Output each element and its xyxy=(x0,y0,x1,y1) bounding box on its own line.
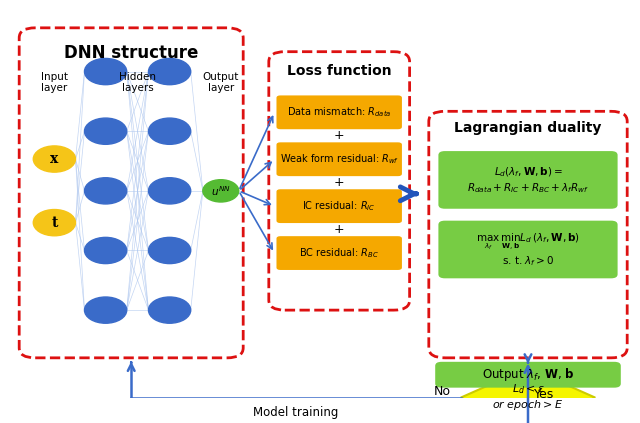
Circle shape xyxy=(84,58,127,85)
Text: Output $\lambda_f$, $\mathbf{W}$, $\mathbf{b}$: Output $\lambda_f$, $\mathbf{W}$, $\math… xyxy=(482,366,574,383)
Text: +: + xyxy=(334,223,344,236)
FancyBboxPatch shape xyxy=(276,236,402,270)
FancyBboxPatch shape xyxy=(276,96,402,129)
Text: $\max_{\lambda_f}\, \min_{\mathbf{W},\mathbf{b}} L_d(\lambda_f, \mathbf{W}, \mat: $\max_{\lambda_f}\, \min_{\mathbf{W},\ma… xyxy=(476,231,580,268)
Circle shape xyxy=(148,58,191,85)
Text: Hidden
layers: Hidden layers xyxy=(119,71,156,93)
Text: BC residual: $R_{BC}$: BC residual: $R_{BC}$ xyxy=(300,246,379,260)
Circle shape xyxy=(148,178,191,204)
FancyBboxPatch shape xyxy=(276,189,402,223)
Text: No: No xyxy=(434,385,451,398)
Text: +: + xyxy=(334,176,344,189)
Circle shape xyxy=(84,118,127,144)
Circle shape xyxy=(33,146,76,172)
Text: $L_d(\lambda_f, \mathbf{W}, \mathbf{b}) =$
$R_{data} + R_{IC} + R_{BC} + \lambda: $L_d(\lambda_f, \mathbf{W}, \mathbf{b}) … xyxy=(467,165,589,195)
Circle shape xyxy=(148,237,191,264)
Text: Input
layer: Input layer xyxy=(41,71,68,93)
Circle shape xyxy=(84,178,127,204)
Text: DNN structure: DNN structure xyxy=(64,44,198,62)
Text: $L_d < \varepsilon$
or $epoch > E$: $L_d < \varepsilon$ or $epoch > E$ xyxy=(492,383,564,412)
Circle shape xyxy=(84,297,127,323)
FancyBboxPatch shape xyxy=(438,151,618,209)
Circle shape xyxy=(84,237,127,264)
Circle shape xyxy=(203,180,239,202)
Circle shape xyxy=(148,297,191,323)
FancyBboxPatch shape xyxy=(438,221,618,278)
Text: IC residual: $R_{IC}$: IC residual: $R_{IC}$ xyxy=(303,199,376,213)
Text: Yes: Yes xyxy=(534,388,555,401)
Text: x: x xyxy=(51,152,58,166)
FancyBboxPatch shape xyxy=(435,362,621,387)
Text: Weak form residual: $R_{wf}$: Weak form residual: $R_{wf}$ xyxy=(280,152,399,166)
Text: Data mismatch: $R_{data}$: Data mismatch: $R_{data}$ xyxy=(287,105,392,119)
Text: Output
layer: Output layer xyxy=(203,71,239,93)
Text: Lagrangian duality: Lagrangian duality xyxy=(454,121,602,135)
Polygon shape xyxy=(461,368,595,423)
Text: $u^{NN}$: $u^{NN}$ xyxy=(211,184,230,198)
Text: +: + xyxy=(334,129,344,142)
Circle shape xyxy=(33,209,76,236)
Circle shape xyxy=(148,118,191,144)
FancyBboxPatch shape xyxy=(276,142,402,176)
Text: Model training: Model training xyxy=(253,406,339,418)
Text: t: t xyxy=(51,216,58,230)
Text: Loss function: Loss function xyxy=(287,63,392,77)
